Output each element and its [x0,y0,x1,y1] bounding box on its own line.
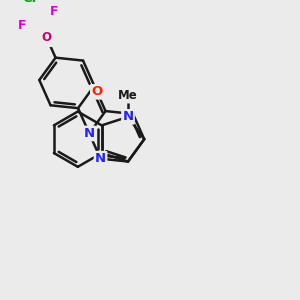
Text: F: F [50,5,58,18]
Text: Me: Me [118,89,138,102]
Text: Cl: Cl [22,0,36,5]
Text: O: O [42,32,52,44]
Text: N: N [122,110,134,123]
Text: N: N [95,152,106,165]
Text: F: F [18,19,27,32]
Text: N: N [84,127,95,140]
Text: O: O [91,85,103,98]
